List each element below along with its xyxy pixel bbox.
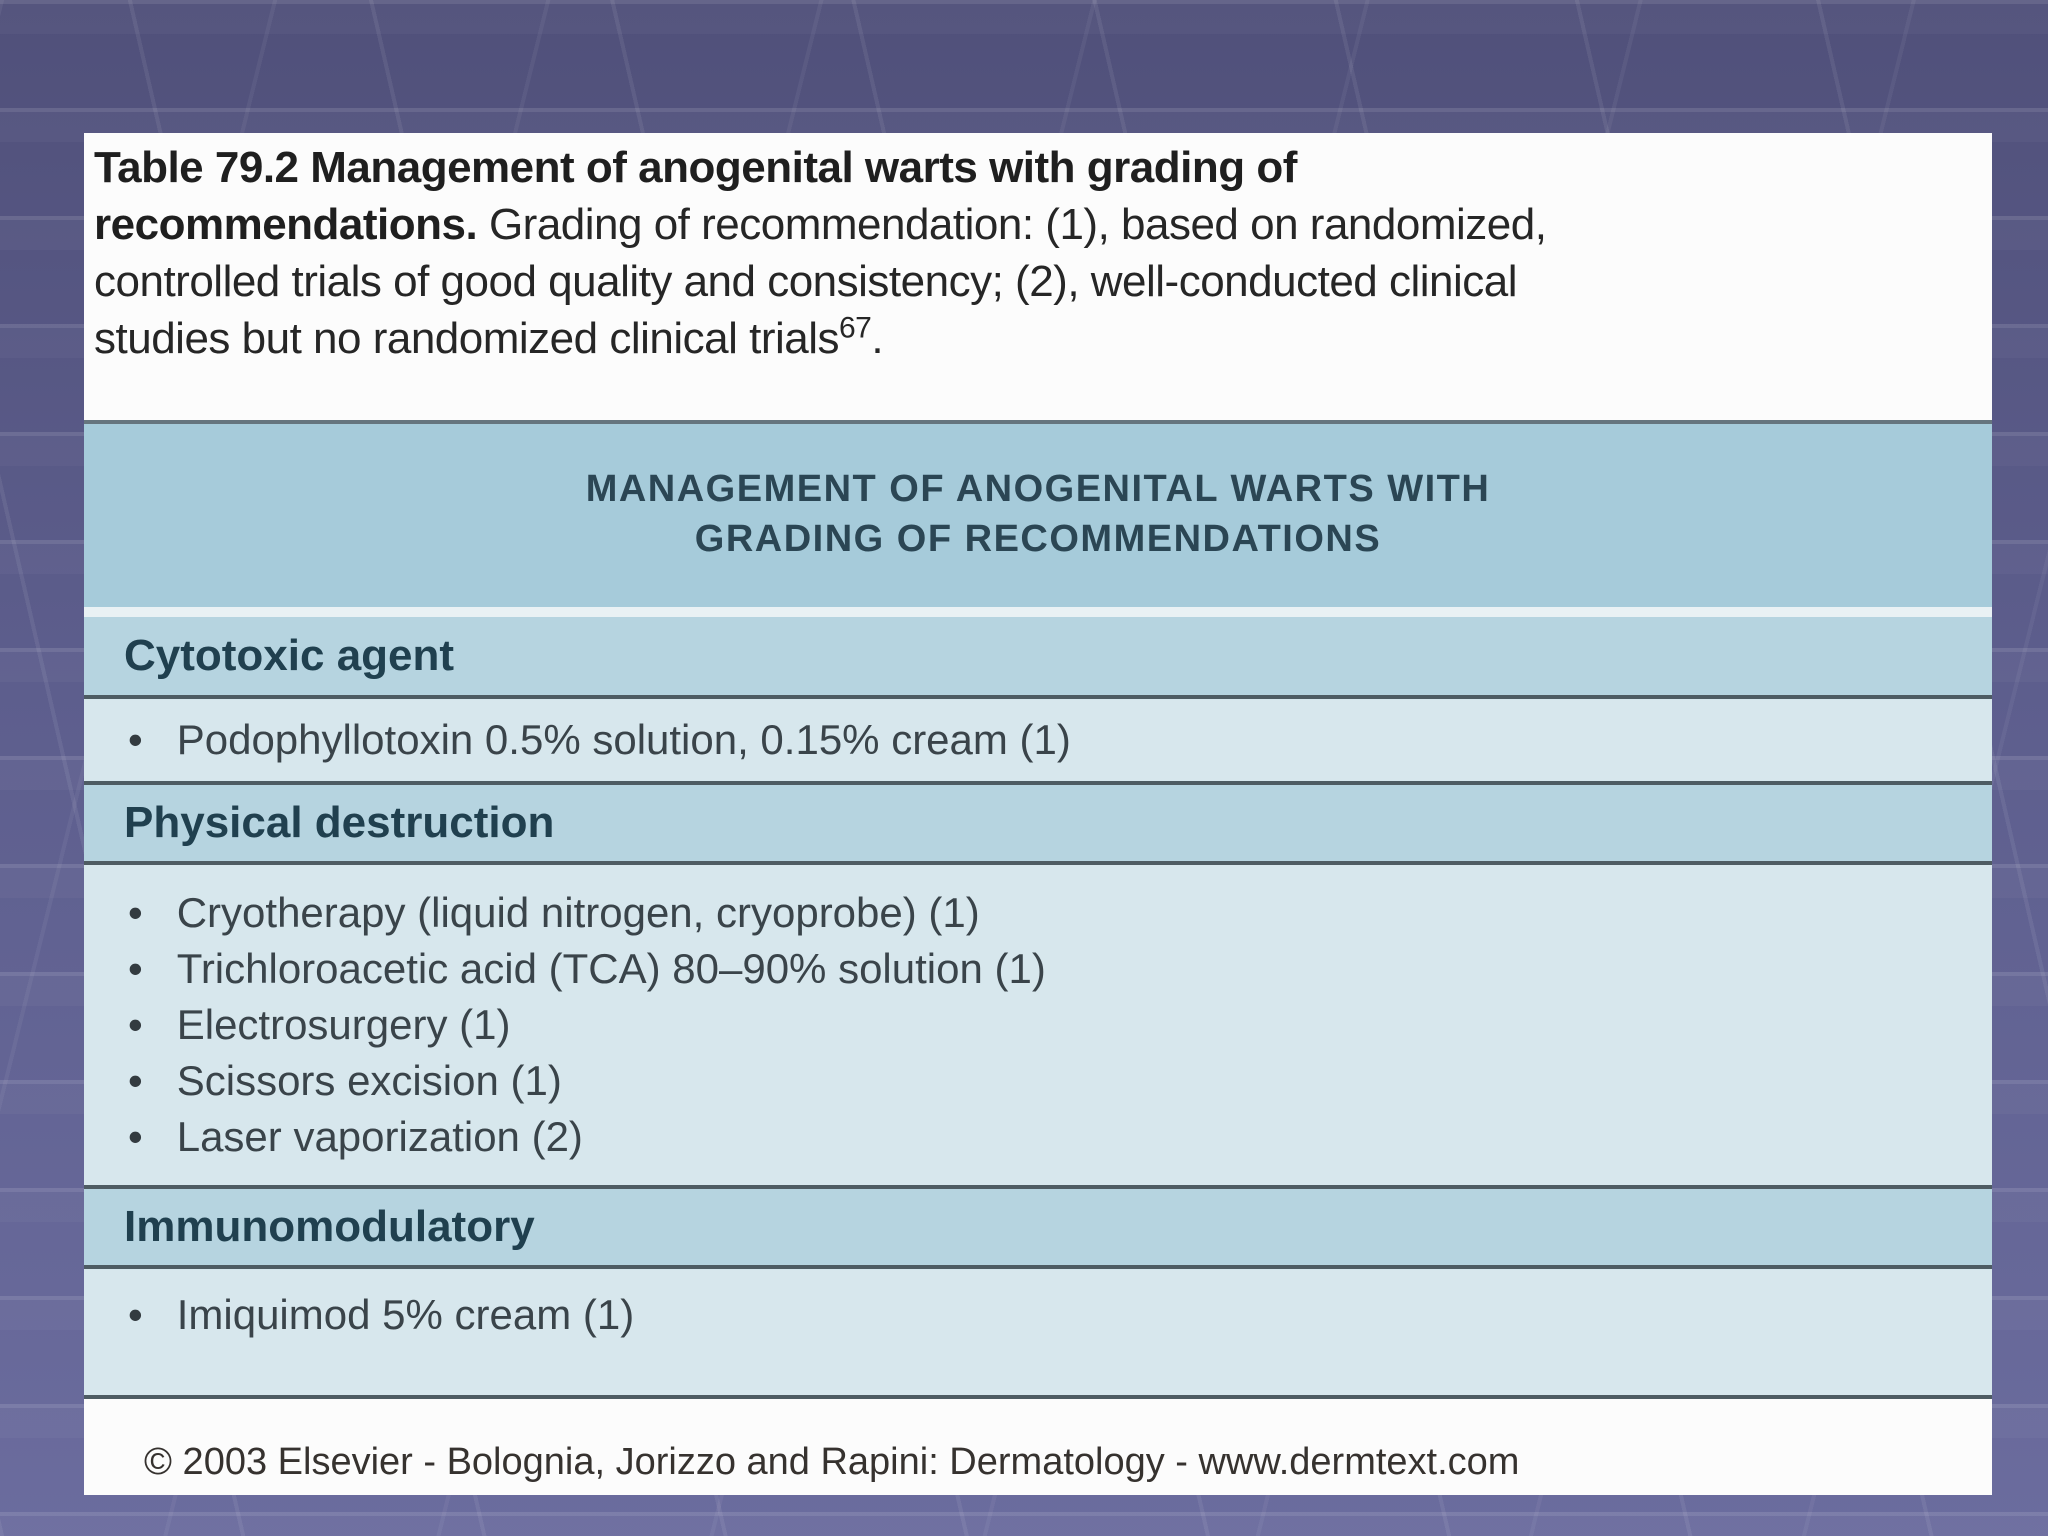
bullet-icon: • [128, 1057, 143, 1104]
table-title-line-1: MANAGEMENT OF ANOGENITAL WARTS WITH [585, 468, 1491, 510]
caption-regular-text: studies but no randomized clinical trial… [94, 314, 840, 363]
caption-line: recommendations. Grading of recommendati… [94, 196, 1982, 253]
caption-regular-text: Grading of recommendation: (1), based on… [477, 200, 1547, 249]
table-row: • Laser vaporization (2) [84, 1109, 1992, 1165]
table-row: • Cryotherapy (liquid nitrogen, cryoprob… [84, 885, 1992, 941]
bullet-icon: • [128, 1001, 143, 1048]
caption-line: Table 79.2 Management of anogenital wart… [94, 139, 1982, 196]
section-row-cytotoxic-agent: Cytotoxic agent [84, 617, 1992, 699]
section-label: Cytotoxic agent [124, 631, 455, 680]
caption-line: controlled trials of good quality and co… [94, 253, 1982, 310]
management-table: MANAGEMENT OF ANOGENITAL WARTS WITH GRAD… [84, 420, 1992, 1399]
item-text: Trichloroacetic acid (TCA) 80–90% soluti… [176, 945, 1046, 992]
item-text: Cryotherapy (liquid nitrogen, cryoprobe)… [176, 889, 980, 936]
caption-superscript: 67 [839, 311, 872, 345]
table-title-line-2: GRADING OF RECOMMENDATIONS [694, 518, 1382, 560]
slide-panel: Table 79.2 Management of anogenital wart… [84, 133, 1992, 1495]
bullet-icon: • [128, 945, 143, 992]
item-text: Podophyllotoxin 0.5% solution, 0.15% cre… [176, 716, 1071, 763]
table-caption: Table 79.2 Management of anogenital wart… [84, 133, 1992, 420]
bullet-icon: • [128, 1113, 143, 1160]
caption-bold-text: recommendations. [94, 200, 478, 249]
bullet-icon: • [128, 889, 143, 936]
header-divider-strip [84, 607, 1992, 617]
section-label: Physical destruction [124, 798, 555, 847]
caption-regular-text: controlled trials of good quality and co… [94, 257, 1518, 306]
copyright-footer: © 2003 Elsevier - Bolognia, Jorizzo and … [84, 1399, 1992, 1495]
table-row-group: • Cryotherapy (liquid nitrogen, cryoprob… [84, 865, 1992, 1189]
item-text: Scissors excision (1) [176, 1057, 562, 1104]
section-row-physical-destruction: Physical destruction [84, 785, 1992, 865]
caption-line: studies but no randomized clinical trial… [94, 310, 1982, 367]
bullet-icon: • [128, 1291, 143, 1338]
item-text: Laser vaporization (2) [176, 1113, 583, 1160]
caption-bold-text: Table 79.2 Management of anogenital wart… [94, 143, 1297, 192]
section-row-immunomodulatory: Immunomodulatory [84, 1189, 1992, 1269]
footer-credit: © 2003 Elsevier - Bolognia, Jorizzo and … [144, 1441, 1520, 1483]
table-row: • Imiquimod 5% cream (1) [84, 1269, 1992, 1399]
table-row: • Podophyllotoxin 0.5% solution, 0.15% c… [84, 699, 1992, 785]
item-text: Electrosurgery (1) [176, 1001, 511, 1048]
section-label: Immunomodulatory [124, 1202, 535, 1251]
caption-tail-text: . [871, 314, 884, 363]
table-row: • Scissors excision (1) [84, 1053, 1992, 1109]
table-row: • Electrosurgery (1) [84, 997, 1992, 1053]
table-title: MANAGEMENT OF ANOGENITAL WARTS WITH GRAD… [84, 424, 1992, 607]
item-text: Imiquimod 5% cream (1) [176, 1291, 635, 1338]
bullet-icon: • [128, 716, 143, 763]
table-row: • Trichloroacetic acid (TCA) 80–90% solu… [84, 941, 1992, 997]
